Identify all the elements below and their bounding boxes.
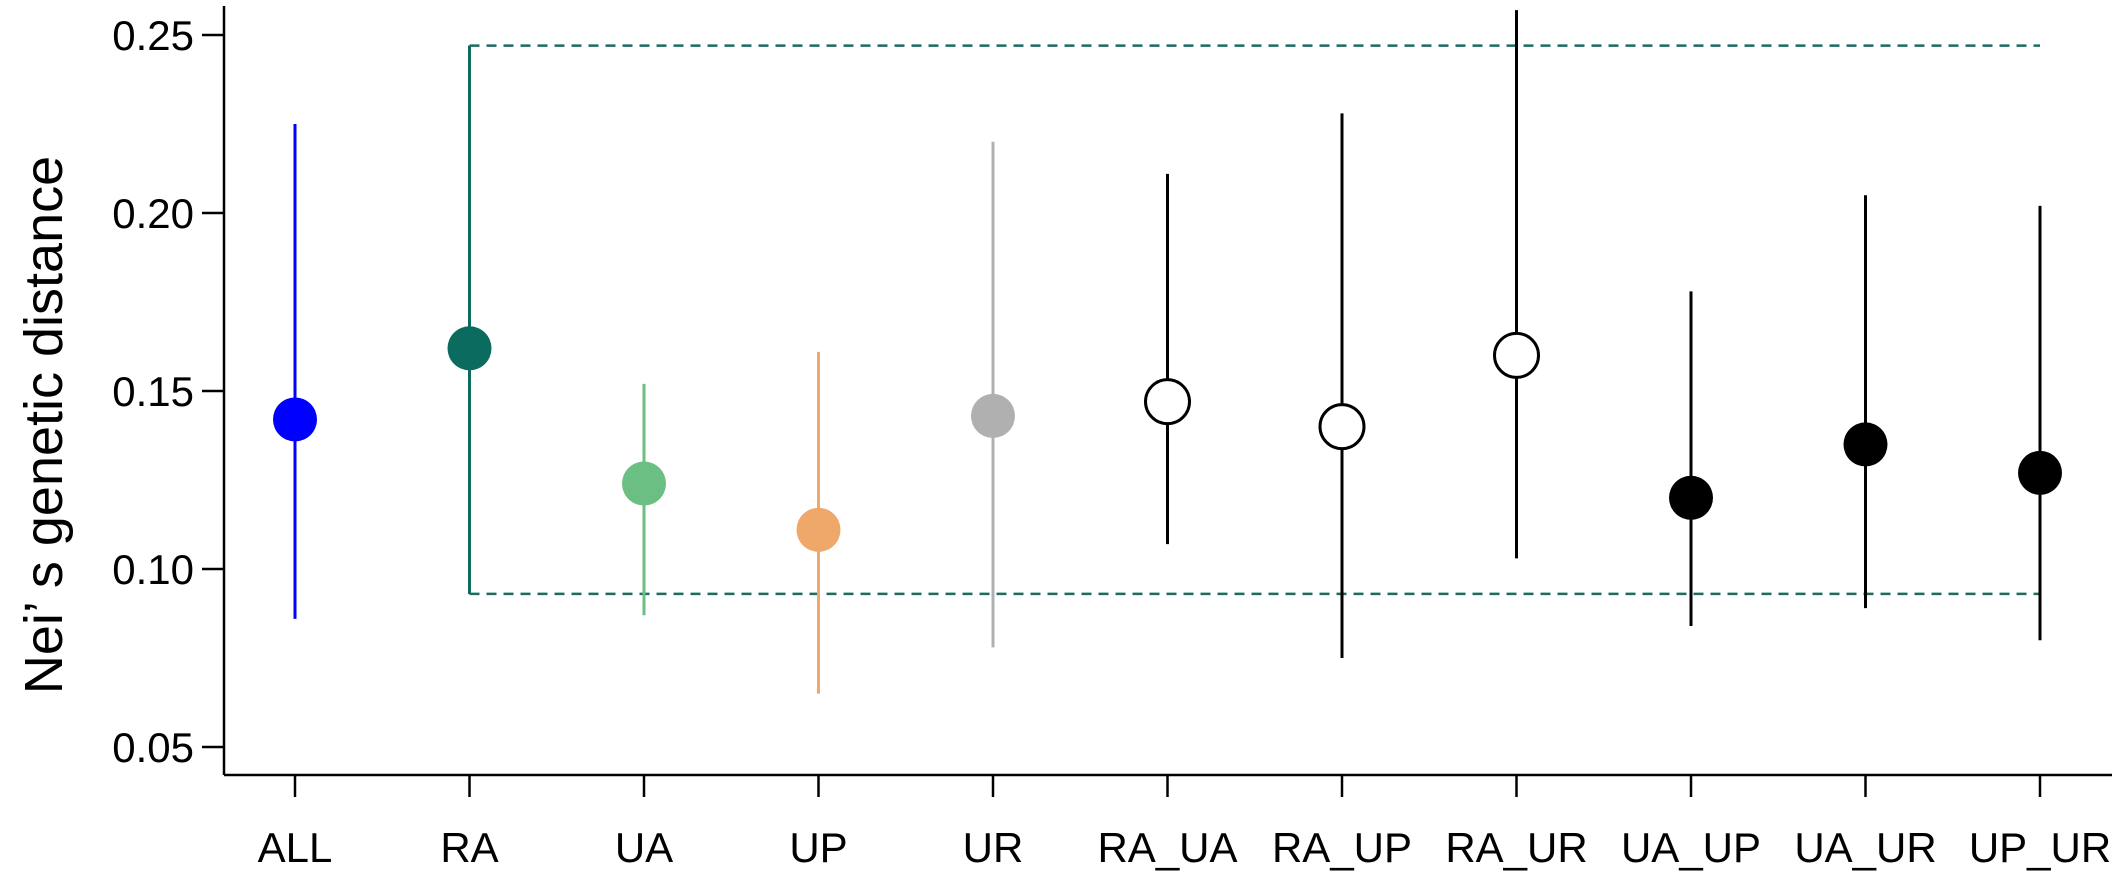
x-tick-label: RA <box>440 824 498 871</box>
point-all <box>273 397 317 442</box>
point-ra-ur <box>1493 331 1540 379</box>
x-tick-label: UA <box>615 824 673 871</box>
point-group-ra-up <box>1318 113 1366 658</box>
x-tick-label: RA_UP <box>1272 824 1412 871</box>
reference-band <box>468 44 2040 596</box>
point-group-ur <box>971 141 1015 648</box>
point-ua-up <box>1669 475 1713 520</box>
point-group-up-ur <box>2018 205 2062 641</box>
point-group-all <box>273 124 317 619</box>
y-tick-label: 0.05 <box>112 724 194 771</box>
x-tick-label: ALL <box>258 824 333 871</box>
point-group-ua-up <box>1669 291 1713 626</box>
point-group-ua <box>622 383 666 616</box>
y-axis-ticks: 0.05 0.10 0.15 0.20 0.25 <box>112 12 224 771</box>
point-up <box>796 507 841 552</box>
point-ur <box>971 393 1015 438</box>
y-tick-label: 0.15 <box>112 368 194 415</box>
point-ua-ur <box>1843 422 1888 467</box>
point-group-ra-ua <box>1144 173 1191 545</box>
point-estimates <box>273 10 2062 694</box>
y-tick-label: 0.25 <box>112 12 194 59</box>
y-axis-label: Nei’ s genetic distance <box>14 156 74 694</box>
point-ra-ua <box>1144 378 1191 426</box>
point-ra <box>447 326 492 371</box>
point-group-up <box>796 351 841 694</box>
point-group-ua-ur <box>1843 195 1888 609</box>
x-tick-label: UP_UR <box>1969 824 2111 871</box>
x-tick-label: UP <box>789 824 847 871</box>
x-tick-label: RA_UR <box>1445 824 1587 871</box>
x-axis-ticks: ALL RA UA UP UR RA_UA RA_UP RA_UR UA_UP UA_UR UP_U… <box>258 775 2111 871</box>
y-tick-label: 0.20 <box>112 190 194 237</box>
point-ua <box>622 461 666 506</box>
x-tick-label: RA_UA <box>1097 824 1237 871</box>
point-group-ra <box>447 45 492 594</box>
point-up-ur <box>2018 450 2062 495</box>
x-tick-label: UR <box>963 824 1024 871</box>
y-tick-label: 0.10 <box>112 546 194 593</box>
point-group-ra-ur <box>1493 10 1540 559</box>
point-ra-up <box>1318 403 1366 451</box>
x-tick-label: UA_UR <box>1794 824 1936 871</box>
x-tick-label: UA_UP <box>1621 824 1761 871</box>
